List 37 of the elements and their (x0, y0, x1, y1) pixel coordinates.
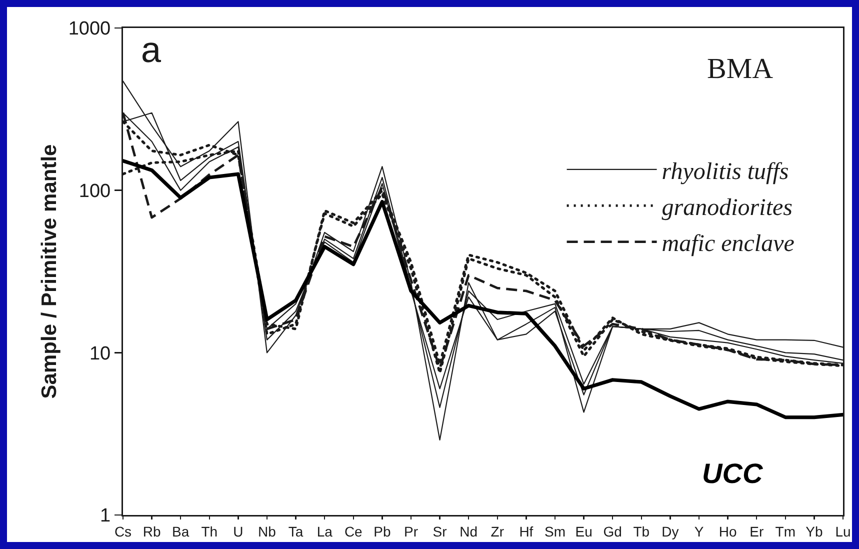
x-tick-label: Hf (519, 523, 534, 540)
x-tick-label: U (233, 523, 244, 540)
y-tick-label: 10 (89, 343, 111, 364)
y-tick-label: 100 (78, 180, 111, 202)
x-tick-label: Ta (288, 523, 304, 540)
x-tick-label: Pb (374, 523, 391, 540)
x-tick-label: Ce (344, 523, 363, 540)
x-tick-label: Sr (432, 523, 448, 540)
y-tick-label: 1000 (68, 18, 111, 40)
legend-label: rhyolitis tuffs (662, 158, 789, 185)
x-tick-label: Zr (490, 523, 504, 540)
x-tick-label: Tm (775, 523, 796, 540)
annotation: a (141, 29, 162, 70)
legend-label: mafic enclave (662, 231, 795, 258)
x-tick-label: Er (750, 523, 764, 540)
x-tick-label: Eu (575, 523, 592, 540)
x-tick-label: Lu (835, 523, 851, 540)
x-tick-label: Pr (404, 523, 418, 540)
x-tick-label: Y (694, 523, 704, 540)
x-tick-label: Nd (460, 523, 478, 540)
x-tick-label: Yb (806, 523, 823, 540)
x-tick-label: Cs (114, 523, 132, 540)
annotation: UCC (702, 458, 764, 489)
legend-label: granodiorites (662, 194, 792, 221)
x-tick-label: Dy (662, 523, 679, 540)
y-tick-label: 1 (100, 506, 111, 527)
x-tick-label: Nb (258, 523, 276, 540)
y-axis-title: Sample / Primitive mantle (38, 144, 61, 399)
x-tick-label: Sm (544, 523, 566, 540)
text: BMA (707, 53, 774, 86)
x-tick-label: Ho (718, 523, 737, 540)
x-tick-label: Ba (172, 523, 190, 540)
x-tick-label: Rb (142, 523, 161, 540)
x-tick-label: Th (201, 523, 218, 540)
x-tick-label: Gd (603, 523, 622, 540)
x-tick-label: Tb (633, 523, 650, 540)
x-tick-label: La (316, 523, 333, 540)
